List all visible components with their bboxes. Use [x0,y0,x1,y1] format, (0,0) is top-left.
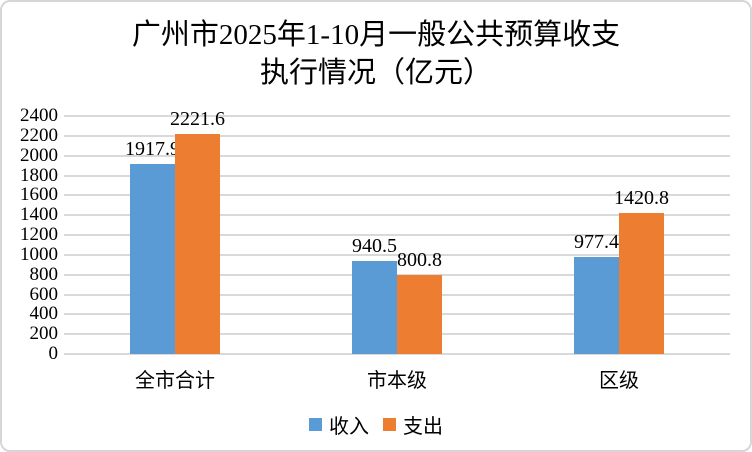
gridline [64,154,730,157]
bar-支出-全市合计 [175,133,220,354]
x-category-label: 市本级 [367,370,427,392]
legend-item: 收入 [309,410,369,439]
y-tick-label: 0 [48,343,59,364]
y-tick-label: 1000 [20,243,58,265]
gridline [64,253,730,256]
bar-收入-市本级 [352,260,397,354]
legend-swatch-icon [309,418,322,431]
y-tick-label: 2400 [20,105,58,126]
bar-value-label: 940.5 [352,234,397,257]
bar-value-label: 977.4 [574,231,619,254]
y-tick-label: 800 [29,263,59,285]
chart-title: 广州市2025年1-10月一般公共预算收支 执行情况（亿元） [2,16,750,92]
gridline [64,134,730,137]
bar-支出-区级 [619,213,664,354]
y-tick-label: 2200 [20,124,58,146]
x-category-label: 区级 [599,370,639,392]
gridline [64,234,730,236]
y-tick-label: 400 [29,303,59,325]
chart-title-line1: 广州市2025年1-10月一般公共预算收支 [131,19,621,51]
x-category-label: 全市合计 [135,370,215,392]
bar-收入-全市合计 [130,163,175,354]
bar-value-label: 2221.6 [170,107,225,130]
y-tick-label: 1200 [20,224,58,245]
legend: 收入 支出 [2,410,750,439]
gridline [64,194,730,197]
bar-支出-市本级 [397,274,442,354]
chart-title-line2: 执行情况（亿元） [259,57,492,89]
gridline [64,353,730,355]
legend-item: 支出 [383,410,443,439]
plot-area: 1917.9 2221.6 940.5 800.8 977.4 1420.8 [64,108,730,355]
gridline [64,214,730,217]
y-tick-label: 1600 [20,184,58,206]
legend-label: 支出 [403,416,443,438]
bar-value-label: 1917.9 [125,137,180,160]
y-tick-label: 200 [29,323,59,345]
bar-value-label: 1420.8 [614,187,669,210]
gridline [64,174,730,177]
y-tick-label: 2000 [20,144,58,166]
y-tick-label: 600 [29,283,59,305]
y-tick-label: 1400 [20,204,58,226]
gridline [64,115,730,117]
bar-收入-区级 [574,257,619,354]
legend-label: 收入 [329,416,369,438]
y-tick-label: 1800 [20,164,58,186]
legend-swatch-icon [383,418,396,431]
bar-value-label: 800.8 [397,248,442,271]
